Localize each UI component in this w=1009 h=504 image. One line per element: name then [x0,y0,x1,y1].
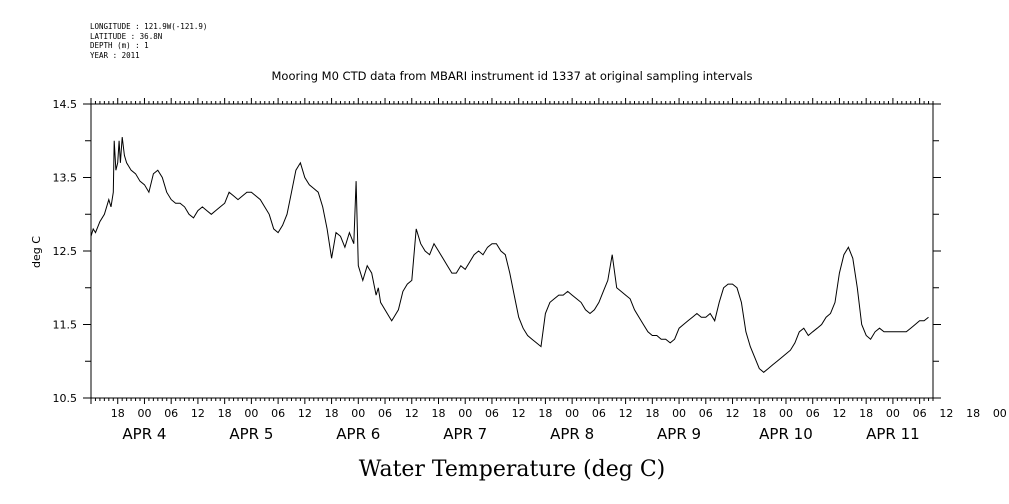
x-date-label: APR 9 [657,425,701,443]
x-hour-label: 06 [271,407,285,420]
y-tick-label: 14.5 [53,98,78,111]
year-text: YEAR : 2011 [90,50,140,60]
chart-title: Mooring M0 CTD data from MBARI instrumen… [272,69,753,83]
x-hour-label: 00 [351,407,365,420]
x-hour-label: 00 [779,407,793,420]
x-date-label: APR 8 [550,425,594,443]
x-axis-label: Water Temperature (deg C) [359,457,666,482]
x-date-label: APR 11 [866,425,920,443]
x-hour-label: 06 [378,407,392,420]
x-hour-label: 00 [244,407,258,420]
x-hour-label: 18 [431,407,445,420]
x-hour-label: 12 [832,407,846,420]
x-hour-label: 12 [512,407,526,420]
x-hour-label: 18 [325,407,339,420]
x-hour-label: 00 [565,407,579,420]
x-hour-label: 18 [218,407,232,420]
x-hour-label: 18 [752,407,766,420]
x-hour-label: 00 [458,407,472,420]
x-hour-label: 06 [485,407,499,420]
metadata-block: LONGITUDE : 121.9W(-121.9) LATITUDE : 36… [90,22,207,60]
x-hour-label: 18 [111,407,125,420]
x-date-label: APR 5 [229,425,273,443]
latitude-text: LATITUDE : 36.8N [90,31,163,41]
x-hour-label: 06 [164,407,178,420]
x-hour-label: 06 [913,407,927,420]
x-date-label: APR 7 [443,425,487,443]
x-hour-label: 18 [645,407,659,420]
x-date-label: APR 6 [336,425,380,443]
x-date-label: APR 4 [122,425,166,443]
x-hour-label: 12 [939,407,953,420]
y-tick-label: 13.5 [53,172,78,185]
y-axis-label: deg C [30,236,43,268]
x-hour-label: 06 [806,407,820,420]
x-hour-label: 18 [966,407,980,420]
x-hour-label: 12 [405,407,419,420]
water-temperature-line [90,137,929,373]
x-hour-label: 12 [191,407,205,420]
y-tick-label: 10.5 [53,392,78,405]
series-group [90,137,929,373]
y-axis: 14.5 13.5 12.5 11.5 10.5 [53,98,941,405]
x-hour-label: 06 [592,407,606,420]
x-hour-label: 06 [699,407,713,420]
y-tick-label: 11.5 [53,319,78,332]
x-hour-label: 12 [726,407,740,420]
x-hour-label: 00 [672,407,686,420]
longitude-text: LONGITUDE : 121.9W(-121.9) [90,22,208,31]
plot-frame [90,103,934,399]
x-hour-label: 12 [619,407,633,420]
x-hour-label: 00 [886,407,900,420]
depth-text: DEPTH (m) : 1 [90,41,149,50]
x-date-label: APR 10 [759,425,813,443]
y-tick-label: 12.5 [53,245,78,258]
x-hour-label: 00 [137,407,151,420]
x-hour-label: 12 [298,407,312,420]
x-hour-label: 18 [859,407,873,420]
x-axis: 18 00 06 12 18 00 06 12 18 00 06 12 18 00 06 12 18 00 06 12… [90,98,1007,443]
x-hour-label: 00 [993,407,1007,420]
plot-border [90,103,934,399]
x-hour-label: 18 [538,407,552,420]
